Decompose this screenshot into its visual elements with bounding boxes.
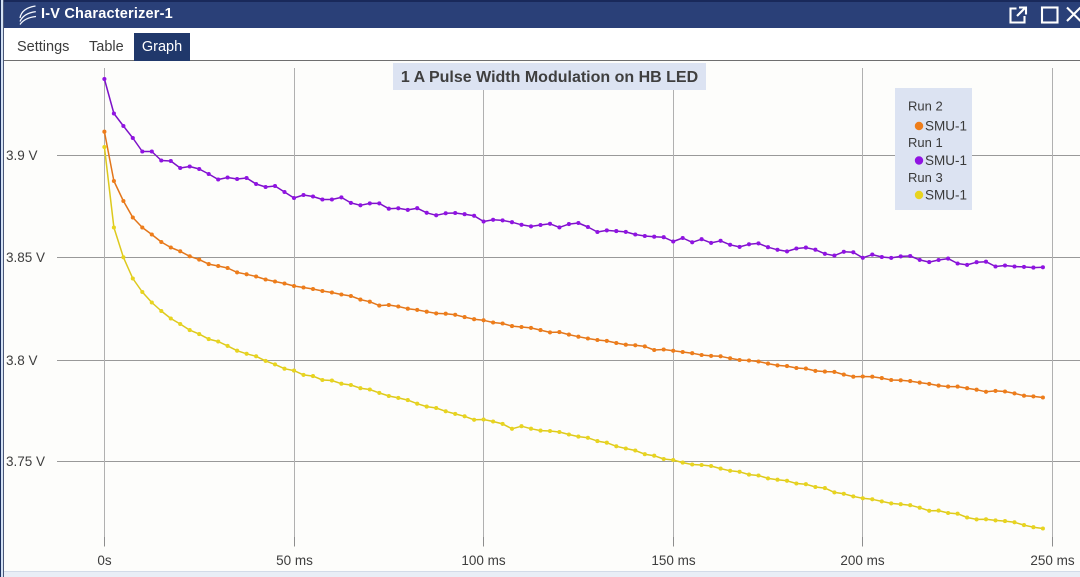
svg-text:Run 1: Run 1 [908, 135, 943, 150]
svg-text:250 ms: 250 ms [1030, 553, 1075, 568]
svg-text:SMU-1: SMU-1 [925, 188, 967, 203]
svg-text:Run 2: Run 2 [908, 99, 943, 114]
svg-text:1 A Pulse Width Modulation on: 1 A Pulse Width Modulation on HB LED [401, 69, 698, 86]
svg-text:SMU-1: SMU-1 [925, 153, 967, 168]
svg-text:Run 3: Run 3 [908, 170, 943, 185]
svg-text:3.85 V: 3.85 V [6, 250, 45, 265]
svg-text:50 ms: 50 ms [276, 553, 313, 568]
svg-text:3.75 V: 3.75 V [6, 454, 45, 469]
svg-text:0s: 0s [97, 553, 112, 568]
svg-text:200 ms: 200 ms [840, 553, 885, 568]
svg-text:3.9 V: 3.9 V [6, 148, 38, 163]
svg-text:SMU-1: SMU-1 [925, 119, 967, 134]
svg-text:3.8 V: 3.8 V [6, 353, 38, 368]
svg-text:100 ms: 100 ms [461, 553, 506, 568]
svg-text:150 ms: 150 ms [651, 553, 696, 568]
